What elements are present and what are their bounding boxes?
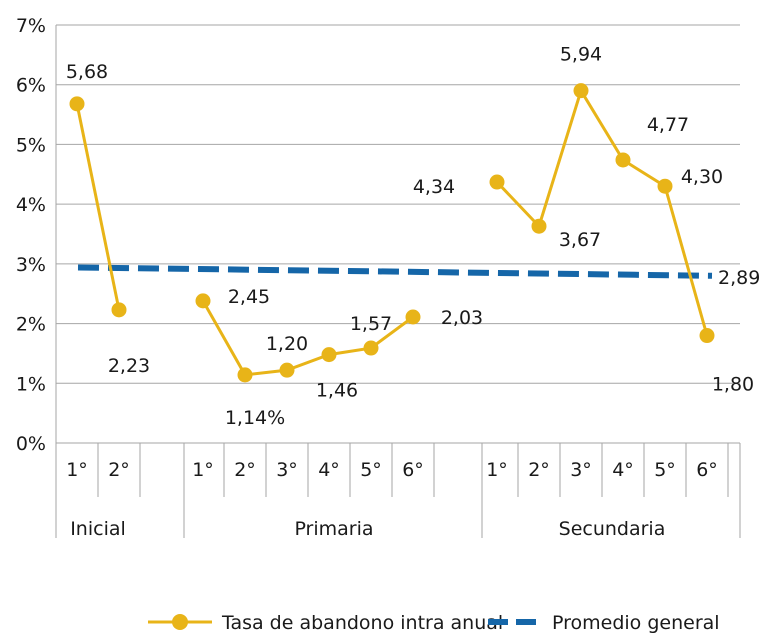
average-line [77, 264, 713, 279]
series-line-inicial [75, 103, 121, 311]
average-label: 2,89 [718, 267, 760, 289]
x-tick-label: 1° [486, 459, 508, 481]
data-point [489, 174, 505, 190]
series-points [69, 83, 715, 383]
data-point [573, 83, 589, 99]
x-tick-label: 5° [654, 459, 676, 481]
data-point [615, 152, 631, 168]
x-tick-label: 1° [66, 459, 88, 481]
grid-lines [56, 24, 740, 444]
y-axis-tick-labels: 0% 1% 2% 3% 4% 5% 6% 7% [16, 15, 46, 455]
legend-series-marker [172, 614, 188, 630]
y-tick-label: 4% [16, 194, 46, 216]
x-tick-label: 6° [696, 459, 718, 481]
data-point [195, 293, 211, 309]
data-point [69, 96, 85, 112]
y-tick-label: 2% [16, 314, 46, 336]
data-label: 4,30 [681, 166, 723, 188]
x-axis: 1° 2° 1° 2° 3° 4° 5° 6° 1° 2° 3° 4° 5° 6° Inicial Prima… [55, 25, 741, 540]
data-label: 2,23 [108, 355, 150, 377]
data-label: 2,45 [228, 286, 270, 308]
data-label: 1,57 [350, 313, 392, 335]
data-label: 5,68 [66, 61, 108, 83]
data-label: 3,67 [559, 229, 601, 251]
y-tick-label: 1% [16, 373, 46, 395]
x-group-label: Primaria [294, 518, 373, 540]
data-label: 2,03 [441, 307, 483, 329]
data-point [405, 309, 421, 325]
legend: Tasa de abandono intra anual Promedio gen… [148, 612, 720, 634]
y-tick-label: 6% [16, 75, 46, 97]
series-line-primaria [201, 300, 414, 377]
y-tick-label: 5% [16, 134, 46, 156]
x-tick-label: 2° [528, 459, 550, 481]
series-lines [75, 87, 709, 377]
y-tick-label: 0% [16, 433, 46, 455]
data-label: 1,80 [712, 374, 754, 396]
data-label: 5,94 [560, 44, 602, 66]
series-line-secundaria [495, 87, 709, 336]
data-point [237, 367, 253, 383]
x-tick-label: 2° [108, 459, 130, 481]
data-point [111, 302, 127, 318]
average-line-group [77, 264, 713, 279]
x-tick-label: 5° [360, 459, 382, 481]
legend-series-label: Tasa de abandono intra anual [221, 612, 503, 634]
data-labels: 2,89 5,68 2,23 2,45 1,14% 1,20 1,46 1,57 2,03 4,3… [66, 44, 760, 429]
data-point [657, 178, 673, 194]
x-group-label: Inicial [70, 518, 126, 540]
y-tick-label: 3% [16, 254, 46, 276]
x-tick-label: 4° [612, 459, 634, 481]
x-tick-label: 3° [276, 459, 298, 481]
data-label: 1,46 [316, 380, 358, 402]
legend-average-label: Promedio general [552, 612, 720, 634]
y-tick-label: 7% [16, 15, 46, 37]
x-tick-label: 4° [318, 459, 340, 481]
data-label: 1,14% [225, 407, 285, 429]
data-point [279, 362, 295, 378]
data-label: 4,77 [647, 114, 689, 136]
x-tick-label: 1° [192, 459, 214, 481]
x-tick-label: 2° [234, 459, 256, 481]
x-group-label: Secundaria [559, 518, 666, 540]
data-point [321, 347, 337, 363]
x-tick-label: 3° [570, 459, 592, 481]
data-label: 4,34 [413, 176, 455, 198]
data-point [531, 218, 547, 234]
data-point [363, 340, 379, 356]
x-tick-label: 6° [402, 459, 424, 481]
data-label: 1,20 [266, 333, 308, 355]
data-point [699, 328, 715, 344]
